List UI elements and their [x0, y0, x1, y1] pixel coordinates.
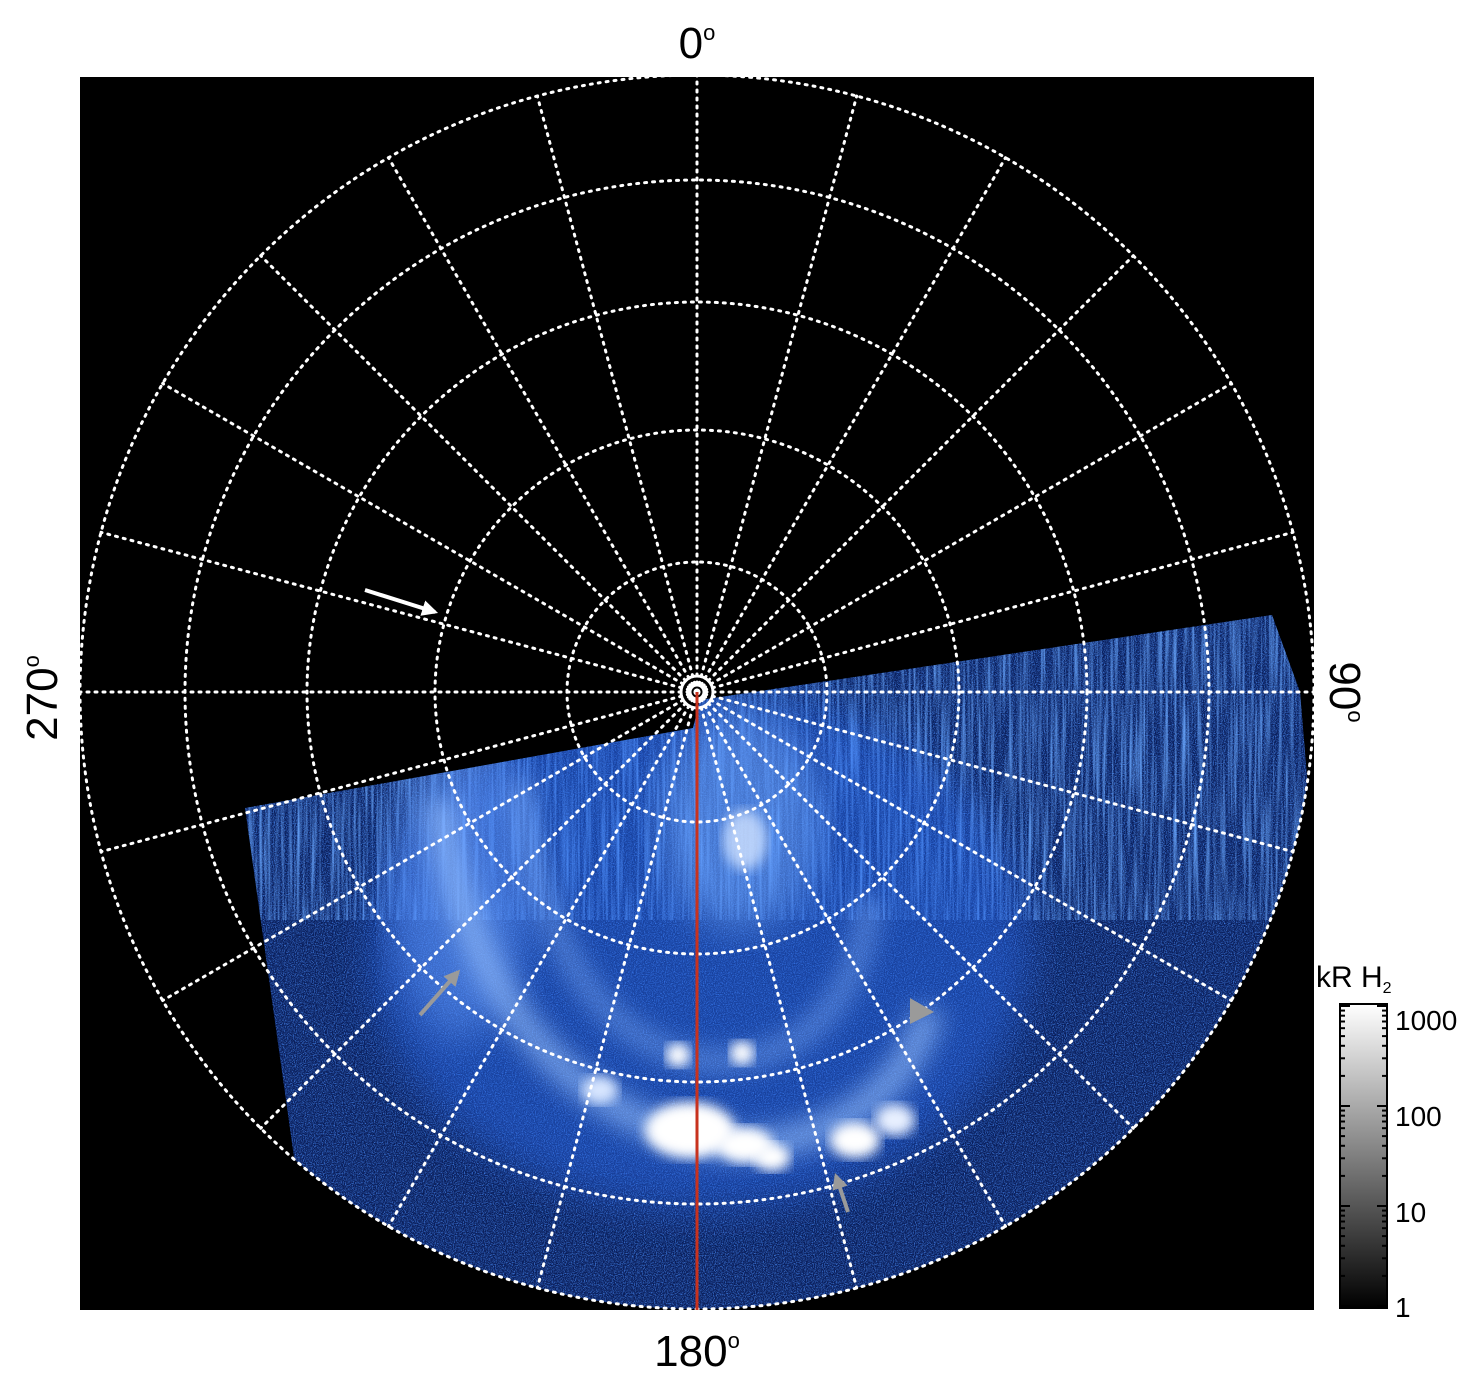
gray-arrow-bottom: [832, 1172, 850, 1213]
colorbar-gradient: [1339, 1003, 1388, 1309]
grid-meridian: [161, 382, 699, 694]
angle-label-left: 270o: [18, 655, 67, 741]
colorbar-tick-label: 100: [1395, 1101, 1442, 1132]
grid-meridian: [99, 690, 699, 854]
grid-meridian: [695, 690, 1135, 1130]
grid-meridian: [259, 690, 699, 1130]
grid-meridian: [259, 254, 699, 694]
angle-label-top: 0o: [679, 19, 716, 68]
grid-meridian: [695, 382, 1233, 694]
grid-meridian: [695, 690, 1233, 1002]
grid-meridian: [695, 254, 1135, 694]
grid-meridian: [535, 690, 699, 1290]
grid-meridian: [161, 690, 699, 1002]
gray-arrow-right: [910, 998, 934, 1024]
angle-label-bottom: 180o: [654, 1327, 740, 1376]
colorbar-tick-label: 10: [1395, 1197, 1426, 1228]
grid-meridian: [387, 156, 699, 694]
grid-meridian: [535, 94, 699, 694]
grid-meridian: [695, 156, 1007, 694]
grid-circle: [305, 300, 1089, 1084]
colorbar-title: kR H2: [1316, 961, 1392, 997]
white-arrow: [364, 588, 439, 616]
colorbar-ticks: [1340, 1005, 1387, 1307]
angle-label-right: 90o: [1320, 661, 1369, 722]
grid-meridian: [695, 530, 1295, 694]
colorbar-tick-label: 1000: [1395, 1005, 1457, 1036]
grid-meridian: [695, 690, 1007, 1228]
grid-meridian: [695, 690, 1295, 854]
colorbar-tick-label: 1: [1395, 1292, 1411, 1323]
grid-meridian: [99, 530, 699, 694]
colorbar: kR H2 1000 100 10 1: [1316, 961, 1457, 1323]
gray-arrow-left: [418, 969, 461, 1017]
grid-meridian: [695, 690, 859, 1290]
grid-meridian: [387, 690, 699, 1228]
grid-meridian: [695, 94, 859, 694]
